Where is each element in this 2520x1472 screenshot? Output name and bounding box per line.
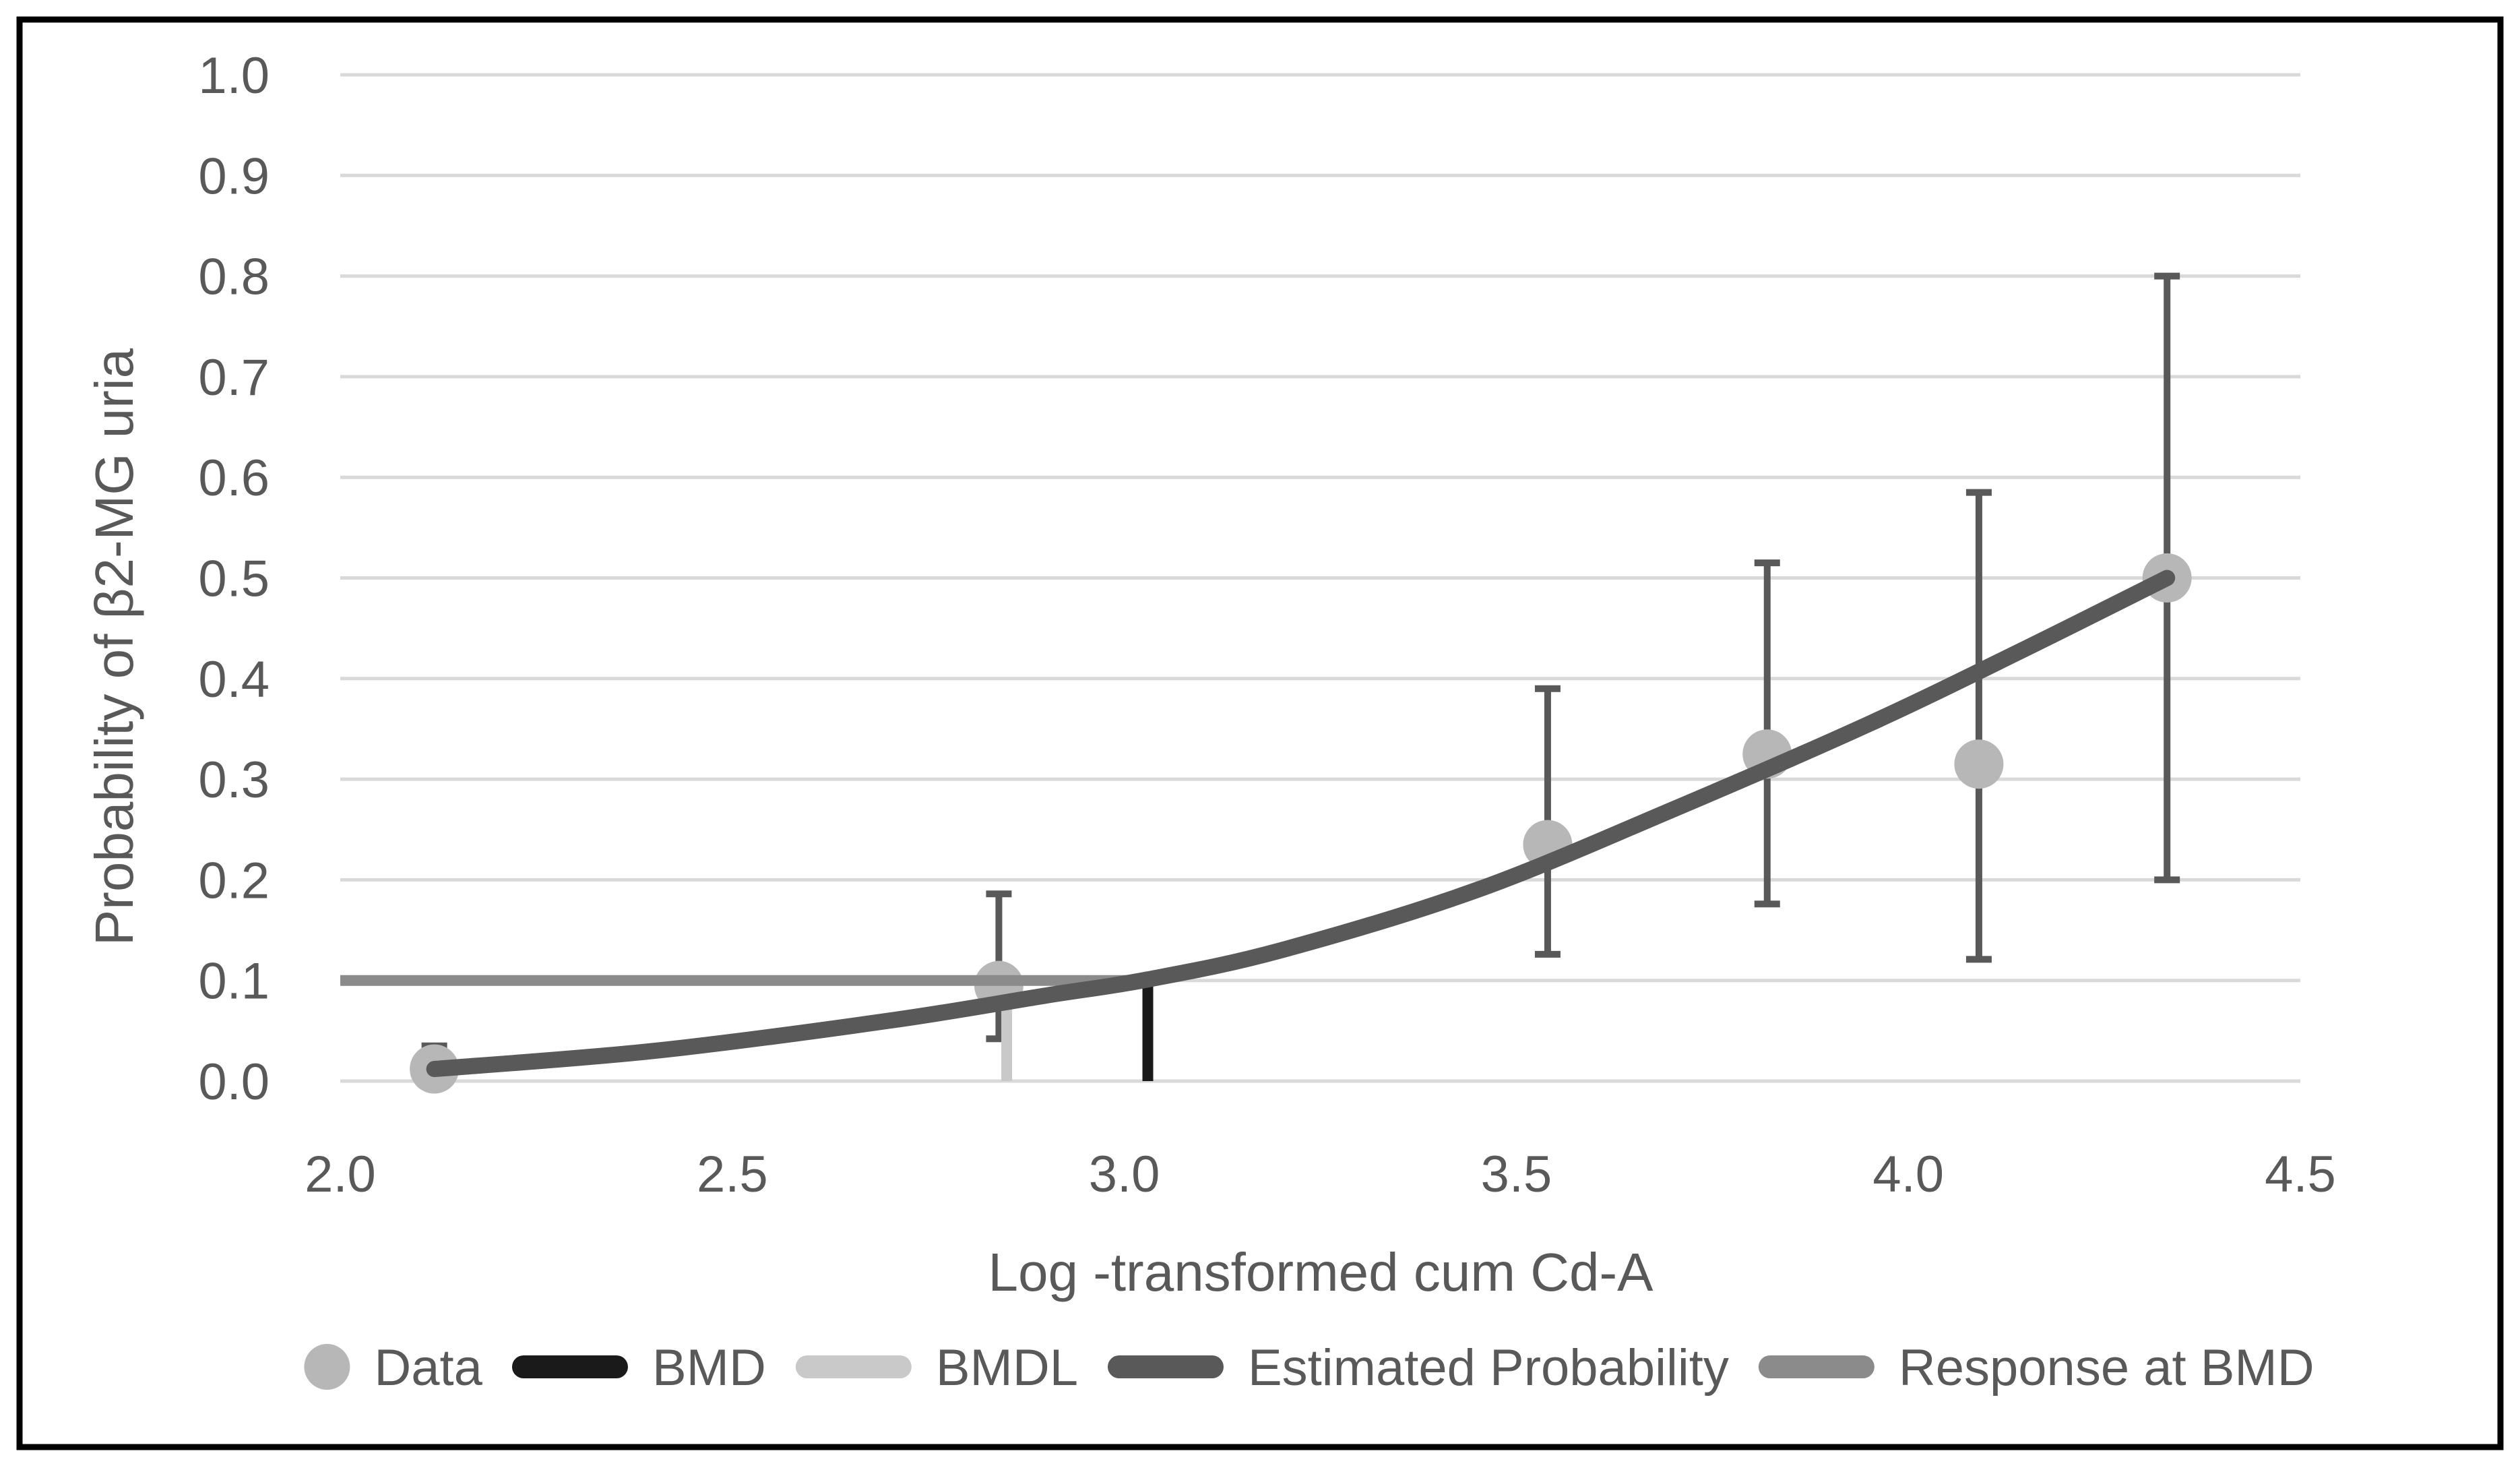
- y-tick-label: 0.9: [198, 148, 270, 205]
- legend-item: Estimated Probability: [1107, 1339, 1729, 1397]
- legend-item: Response at BMD: [1758, 1339, 2314, 1397]
- x-axis-title: Log -transformed cum Cd-A: [988, 1242, 1653, 1302]
- legend-marker-line: [1107, 1355, 1224, 1378]
- y-tick-label: 0.6: [198, 450, 270, 507]
- legend: Data BMD BMDL Estimated Probability Response…: [304, 1339, 2314, 1397]
- y-tick-label: 0.4: [198, 651, 270, 708]
- legend-marker-line: [1758, 1355, 1875, 1378]
- y-tick-label: 0.7: [198, 349, 270, 406]
- error-bar: [1965, 489, 1992, 963]
- y-tick-label: 0.3: [198, 752, 270, 809]
- legend-label: BMDL: [936, 1339, 1078, 1397]
- legend-item: Data: [304, 1339, 483, 1397]
- estimated-probability-curve: [426, 570, 2176, 1078]
- y-tick-label: 1.0: [198, 47, 270, 104]
- legend-marker-line: [511, 1355, 628, 1378]
- y-tick-label: 0.8: [198, 249, 270, 306]
- legend-item: BMDL: [795, 1339, 1078, 1397]
- y-tick-label: 0.2: [198, 852, 270, 909]
- legend-label: BMD: [652, 1339, 766, 1397]
- x-tick-label: 2.5: [697, 1146, 768, 1203]
- y-tick-label: 0.0: [198, 1053, 270, 1111]
- x-tick-label: 2.0: [305, 1146, 376, 1203]
- chart-border: [16, 16, 2504, 1450]
- legend-label: Response at BMD: [1899, 1339, 2314, 1397]
- estimated-probability-curve-group: [426, 570, 2176, 1078]
- x-tick-label: 3.5: [1481, 1146, 1552, 1203]
- x-tick-label: 4.5: [2265, 1146, 2336, 1203]
- legend-label: Estimated Probability: [1248, 1339, 1729, 1397]
- legend-marker-circle: [304, 1344, 350, 1390]
- y-tick-label: 0.1: [198, 953, 270, 1010]
- x-tick-label: 3.0: [1089, 1146, 1160, 1203]
- legend-label: Data: [374, 1339, 482, 1397]
- y-axis-title: Probability of β2-MG uria: [84, 348, 144, 946]
- legend-item: BMD: [511, 1339, 766, 1397]
- y-axis-tick-labels: 0.0 0.1 0.2 0.3 0.4 0.5 0.6 0.7 0.8 0.9 1.0: [198, 47, 270, 1111]
- data-point: [1954, 739, 2004, 789]
- x-tick-label: 4.0: [1872, 1146, 1944, 1203]
- legend-marker-line: [795, 1355, 912, 1378]
- y-tick-label: 0.5: [198, 551, 270, 608]
- x-axis-tick-labels: 2.0 2.5 3.0 3.5 4.0 4.5: [305, 1146, 2336, 1203]
